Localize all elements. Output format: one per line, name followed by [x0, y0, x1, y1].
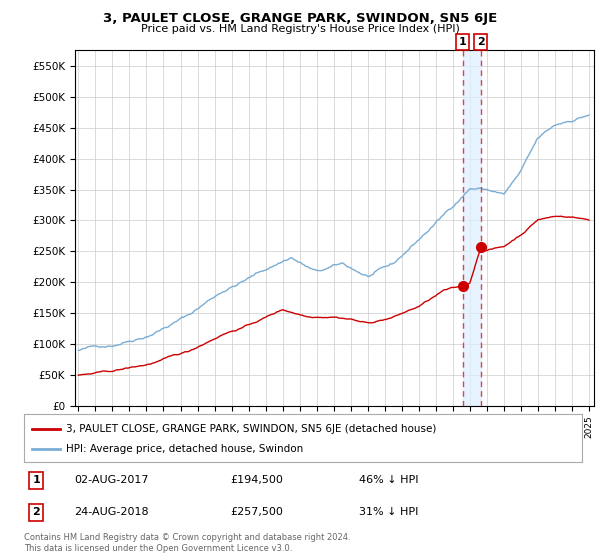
Text: 3, PAULET CLOSE, GRANGE PARK, SWINDON, SN5 6JE (detached house): 3, PAULET CLOSE, GRANGE PARK, SWINDON, S… [66, 424, 436, 433]
Text: 02-AUG-2017: 02-AUG-2017 [74, 475, 149, 486]
Bar [463, 50, 481, 406]
Text: 2: 2 [32, 507, 40, 517]
Text: £257,500: £257,500 [230, 507, 283, 517]
Text: 31% ↓ HPI: 31% ↓ HPI [359, 507, 418, 517]
Text: HPI: Average price, detached house, Swindon: HPI: Average price, detached house, Swin… [66, 444, 303, 454]
Text: 46% ↓ HPI: 46% ↓ HPI [359, 475, 418, 486]
Text: £194,500: £194,500 [230, 475, 283, 486]
Text: Contains HM Land Registry data © Crown copyright and database right 2024.
This d: Contains HM Land Registry data © Crown c… [24, 533, 350, 553]
Text: 24-AUG-2018: 24-AUG-2018 [74, 507, 149, 517]
Text: 1: 1 [32, 475, 40, 486]
Text: 2: 2 [476, 37, 484, 47]
Text: Price paid vs. HM Land Registry's House Price Index (HPI): Price paid vs. HM Land Registry's House … [140, 24, 460, 34]
Text: 1: 1 [459, 37, 467, 47]
Text: 3, PAULET CLOSE, GRANGE PARK, SWINDON, SN5 6JE: 3, PAULET CLOSE, GRANGE PARK, SWINDON, S… [103, 12, 497, 25]
